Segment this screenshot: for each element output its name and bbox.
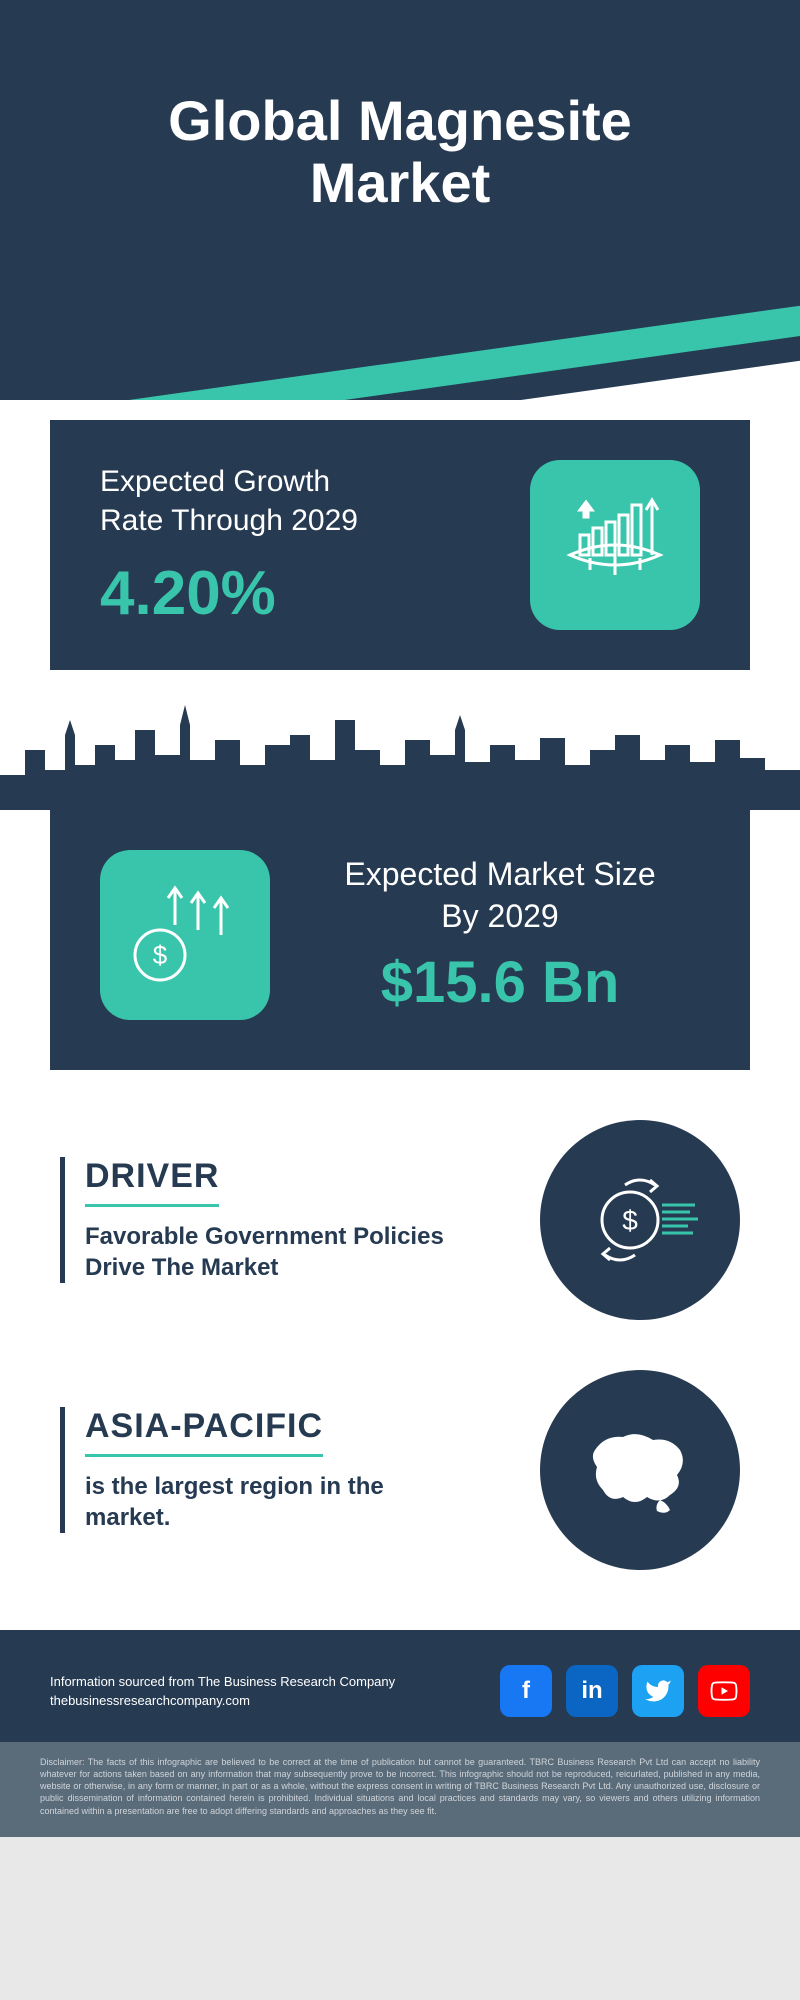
growth-chart-icon <box>530 460 700 630</box>
driver-description: Favorable Government Policies Drive The … <box>85 1221 445 1283</box>
region-map-icon <box>540 1370 740 1570</box>
social-icons-row: f in <box>500 1665 750 1717</box>
youtube-icon[interactable] <box>698 1665 750 1717</box>
region-section: ASIA-PACIFIC is the largest region in th… <box>60 1370 740 1570</box>
linkedin-icon[interactable]: in <box>566 1665 618 1717</box>
region-description: is the largest region in the market. <box>85 1471 445 1533</box>
growth-rate-value: 4.20% <box>100 558 358 629</box>
driver-heading: DRIVER <box>85 1157 219 1207</box>
region-heading: ASIA-PACIFIC <box>85 1407 323 1457</box>
driver-icon: $ <box>540 1120 740 1320</box>
svg-text:$: $ <box>622 1205 638 1236</box>
market-size-value: $15.6 Bn <box>300 949 700 1016</box>
disclaimer-text: Disclaimer: The facts of this infographi… <box>0 1742 800 1837</box>
page-title: Global Magnesite Market <box>0 90 800 213</box>
footer-attribution: Information sourced from The Business Re… <box>50 1672 395 1711</box>
growth-rate-label: Expected Growth Rate Through 2029 <box>100 462 358 540</box>
market-size-label: Expected Market Size By 2029 <box>300 854 700 937</box>
dollar-growth-icon: $ <box>100 850 270 1020</box>
twitter-icon[interactable] <box>632 1665 684 1717</box>
skyline-decoration <box>0 690 800 810</box>
header-section: Global Magnesite Market <box>0 0 800 400</box>
growth-rate-panel: Expected Growth Rate Through 2029 4.20% <box>50 420 750 670</box>
svg-text:$: $ <box>153 940 168 970</box>
market-size-panel: $ Expected Market Size By 2029 $15.6 Bn <box>50 810 750 1070</box>
footer-section: Information sourced from The Business Re… <box>0 1630 800 1742</box>
driver-section: DRIVER Favorable Government Policies Dri… <box>60 1120 740 1320</box>
facebook-icon[interactable]: f <box>500 1665 552 1717</box>
